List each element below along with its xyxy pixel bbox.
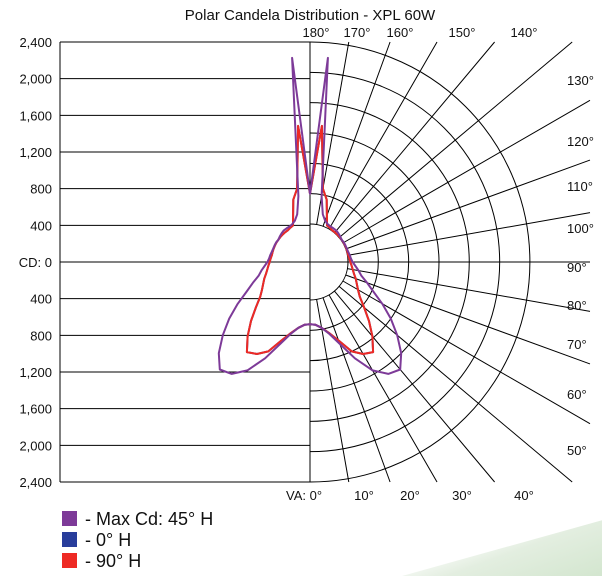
radial-spoke bbox=[342, 99, 591, 244]
curve-max-cd-45-h bbox=[217, 56, 403, 375]
legend-label-max-cd: - Max Cd: 45° H bbox=[85, 508, 214, 529]
bottom-angle-label: 20° bbox=[400, 488, 420, 503]
radius-tick-label: 2,400 bbox=[19, 475, 52, 490]
polar-grid bbox=[59, 41, 591, 483]
radius-arc bbox=[309, 223, 349, 301]
radial-spoke bbox=[328, 41, 438, 230]
right-angle-label: 60° bbox=[567, 387, 587, 402]
radius-tick-labels: 2,400 2,000 1,600 1,200 800 400 CD: 0 400 800 1,2… bbox=[19, 35, 52, 490]
angle-labels: 180° 170° 160° 150° 140° 130° 120° 110° 100° 90° 8… bbox=[286, 25, 594, 503]
right-angle-label: 110° bbox=[567, 179, 593, 194]
chart-title: Polar Candela Distribution - XPL 60W bbox=[185, 7, 436, 24]
radius-arc bbox=[309, 102, 470, 422]
distribution-curves bbox=[217, 56, 403, 375]
top-angle-label: 140° bbox=[511, 25, 538, 40]
radial-spoke bbox=[345, 274, 591, 365]
legend-item-90-h: - 90° H bbox=[62, 550, 213, 571]
radius-tick-label: CD: 0 bbox=[19, 255, 52, 270]
radial-spoke bbox=[342, 280, 591, 425]
radius-arc bbox=[309, 162, 410, 362]
top-angle-label: 170° bbox=[344, 25, 371, 40]
radial-spoke bbox=[347, 268, 591, 312]
radius-tick-label: 1,600 bbox=[19, 402, 52, 417]
legend-label-90-h: - 90° H bbox=[85, 550, 142, 571]
radius-tick-label: 2,000 bbox=[19, 438, 52, 453]
right-angle-label: 80° bbox=[567, 298, 587, 313]
radius-arc bbox=[309, 41, 531, 483]
right-angle-label: 120° bbox=[567, 134, 594, 149]
right-angle-label: 70° bbox=[567, 337, 587, 352]
right-angle-label: 130° bbox=[567, 73, 594, 88]
radius-tick-label: 2,000 bbox=[19, 72, 52, 87]
radius-tick-label: 400 bbox=[30, 218, 52, 233]
legend-swatch-0-h bbox=[62, 532, 77, 547]
radial-spoke bbox=[322, 297, 391, 483]
legend: - Max Cd: 45° H - 0° H - 90° H bbox=[62, 508, 213, 571]
top-angle-label: 150° bbox=[449, 25, 476, 40]
radial-spoke bbox=[322, 41, 391, 227]
radial-spoke bbox=[328, 294, 438, 483]
radius-tick-label: 2,400 bbox=[19, 35, 52, 50]
legend-item-max-cd: - Max Cd: 45° H bbox=[62, 508, 213, 529]
legend-item-0-h: - 0° H bbox=[62, 529, 213, 550]
bottom-angle-label: 40° bbox=[514, 488, 534, 503]
radius-tick-label: 800 bbox=[30, 182, 52, 197]
legend-swatch-max-cd bbox=[62, 511, 77, 526]
right-angle-label: 100° bbox=[567, 221, 594, 236]
radius-tick-label: 1,200 bbox=[19, 145, 52, 160]
radius-arc bbox=[309, 132, 440, 392]
right-angle-label: 50° bbox=[567, 443, 587, 458]
legend-swatch-90-h bbox=[62, 553, 77, 568]
bottom-angle-label: VA: 0° bbox=[286, 488, 322, 503]
radius-tick-label: 400 bbox=[30, 292, 52, 307]
top-angle-label: 160° bbox=[387, 25, 414, 40]
radius-arc bbox=[309, 71, 500, 453]
radius-tick-label: 1,600 bbox=[19, 108, 52, 123]
radial-spoke bbox=[345, 159, 591, 250]
right-angle-label: 90° bbox=[567, 260, 587, 275]
radius-tick-label: 1,200 bbox=[19, 365, 52, 380]
radial-spoke bbox=[347, 212, 591, 256]
bottom-angle-label: 30° bbox=[452, 488, 472, 503]
bottom-angle-label: 10° bbox=[354, 488, 374, 503]
radial-spoke bbox=[334, 41, 495, 234]
radial-spoke bbox=[334, 290, 495, 483]
radius-arc bbox=[309, 193, 379, 331]
top-angle-label: 180° bbox=[303, 25, 330, 40]
legend-label-0-h: - 0° H bbox=[85, 529, 132, 550]
radius-tick-label: 800 bbox=[30, 328, 52, 343]
